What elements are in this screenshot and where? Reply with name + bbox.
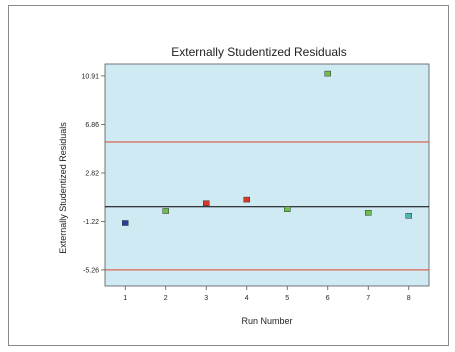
y-tick-label: -5.26 (83, 267, 99, 274)
y-axis-title: Externally Studentized Residuals (58, 122, 68, 254)
data-point-run-2 (162, 208, 169, 214)
x-tick-label: 3 (204, 295, 208, 302)
y-tick-label: -1.22 (83, 219, 99, 226)
data-point-run-1 (122, 220, 129, 226)
y-tick-label: 6.86 (85, 122, 99, 129)
y-tick-label: 2.82 (85, 170, 99, 177)
data-point-run-5 (284, 206, 291, 212)
data-point-run-4 (243, 196, 250, 203)
residuals-chart: Externally Studentized Residuals 10.91 6.… (58, 45, 430, 326)
data-point-run-7 (365, 210, 372, 216)
chart-title: Externally Studentized Residuals (171, 45, 346, 59)
x-tick-label: 6 (326, 295, 330, 302)
x-tick-label: 5 (285, 295, 289, 302)
data-point-run-3 (203, 200, 210, 206)
data-point-run-8 (405, 213, 412, 219)
data-point-run-6 (324, 70, 331, 77)
x-tick-label: 7 (366, 295, 370, 302)
x-tick-label: 2 (164, 295, 168, 302)
x-tick-label: 8 (407, 295, 411, 302)
x-tick-label: 1 (123, 295, 127, 302)
y-tick-label: 10.91 (81, 73, 99, 80)
x-tick-label: 4 (245, 295, 249, 302)
plot-area (104, 63, 430, 287)
x-axis-title: Run Number (241, 316, 292, 326)
chart-frame: Externally Studentized Residuals 10.91 6.… (8, 5, 449, 346)
